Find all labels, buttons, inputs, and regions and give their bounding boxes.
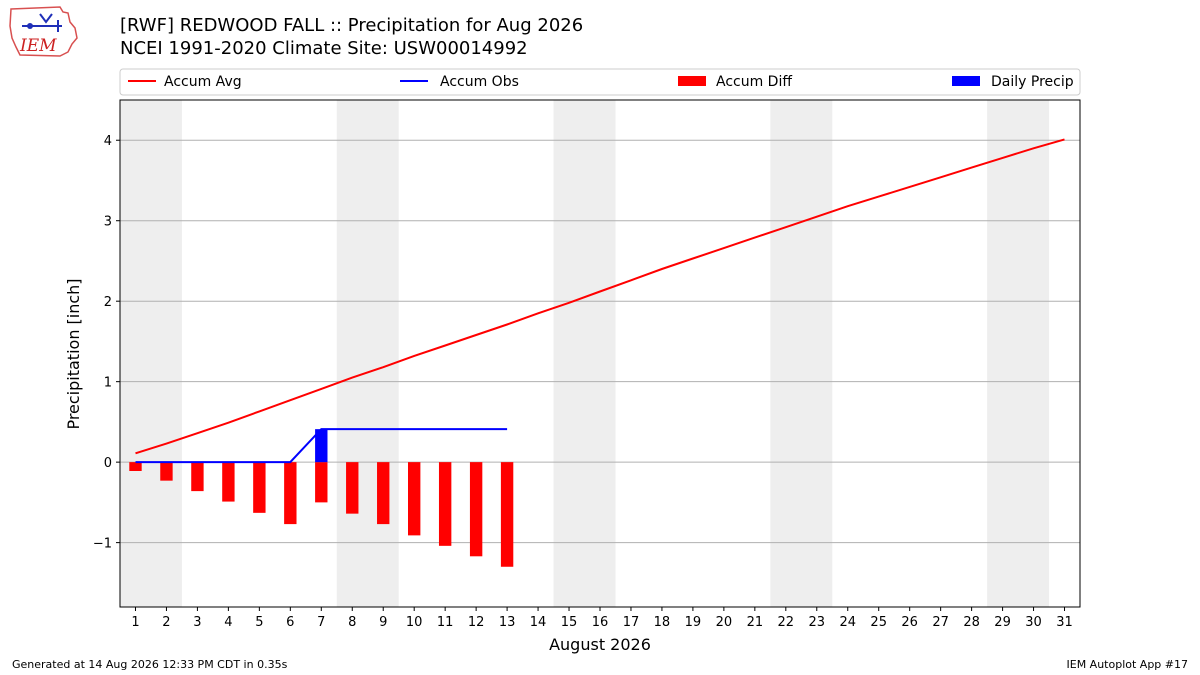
accum-diff-bar [500,462,514,567]
accum-diff-bar [253,462,266,513]
accum-diff-bar [160,462,173,481]
x-tick-label: 7 [317,615,325,630]
legend-item-accum-diff: Accum Diff [678,74,792,90]
x-axis-label: August 2026 [549,635,651,654]
x-tick-label: 5 [255,615,263,630]
x-tick-label: 13 [499,615,516,630]
x-tick-label: 25 [870,615,887,630]
x-tick-label: 10 [406,615,423,630]
x-tick-label: 12 [468,615,485,630]
x-tick-label: 22 [778,615,795,630]
legend: Accum Avg Accum Obs Accum Diff Daily Pre… [119,68,1081,96]
x-tick-label: 24 [839,615,856,630]
weekend-shading [120,100,1050,607]
accum-diff-bar [191,462,204,492]
y-tick-label: 2 [104,295,112,310]
footer-generated: Generated at 14 Aug 2026 12:33 PM CDT in… [12,658,288,671]
legend-swatch-daily-precip [952,76,980,86]
accum-diff-bar [284,462,297,525]
x-tick-label: 23 [809,615,826,630]
y-tick-label: 0 [104,456,112,471]
x-tick-label: 14 [530,615,547,630]
x-tick-label: 9 [379,615,387,630]
y-tick-label: 3 [104,215,112,230]
x-tick-label: 11 [437,615,454,630]
x-tick-label: 6 [286,615,294,630]
x-tick-label: 16 [592,615,609,630]
x-tick-label: 8 [348,615,356,630]
legend-label-accum-avg: Accum Avg [164,74,242,90]
lines [135,138,1065,464]
x-tick-label: 27 [932,615,949,630]
footer-app: IEM Autoplot App #17 [1067,658,1189,671]
weekend-shade-1 [336,100,399,607]
x-axis-ticks: 1 2 3 4 5 6 7 8 9 10 11 12 13 14 15 16 17 18 19 20 21 22 23 24 2… [131,607,1073,630]
chart-subtitle: NCEI 1991-2020 Climate Site: USW00014992 [120,38,528,59]
weekend-shade-3 [770,100,833,607]
legend-item-accum-obs: Accum Obs [400,74,519,90]
accum-diff-bar [469,462,483,557]
x-tick-label: 2 [162,615,170,630]
x-tick-label: 26 [901,615,918,630]
weekend-shade-2 [553,100,616,607]
x-tick-label: 20 [716,615,733,630]
x-tick-label: 3 [193,615,201,630]
legend-label-accum-obs: Accum Obs [440,74,519,90]
x-tick-label: 31 [1056,615,1073,630]
x-tick-label: 17 [623,615,640,630]
y-axis-label: Precipitation [inch] [64,278,83,429]
y-tick-label: 1 [104,376,112,391]
weekend-shade-4 [987,100,1050,607]
x-tick-label: 28 [963,615,980,630]
bars [129,429,514,567]
x-tick-label: 30 [1025,615,1042,630]
legend-swatch-accum-diff [678,76,706,86]
x-tick-label: 19 [685,615,702,630]
x-tick-label: 15 [561,615,578,630]
legend-label-daily-precip: Daily Precip [991,74,1074,90]
y-tick-label: −1 [93,537,112,552]
legend-item-daily-precip: Daily Precip [952,74,1074,90]
iem-logo: IEM [9,6,78,57]
accum-diff-bar [222,462,235,502]
x-tick-label: 18 [654,615,671,630]
logo-text: IEM [19,36,57,56]
x-tick-label: 1 [131,615,139,630]
legend-item-accum-avg: Accum Avg [128,74,242,90]
accum-diff-bar [438,462,452,546]
y-tick-label: 4 [104,134,112,149]
x-tick-label: 21 [747,615,764,630]
legend-frame [119,68,1081,96]
y-axis-ticks: −1 0 1 2 3 4 [93,134,120,552]
accum-diff-bar [315,462,328,503]
x-tick-label: 29 [994,615,1011,630]
accum-avg-line [135,138,1065,455]
chart-title: [RWF] REDWOOD FALL :: Precipitation for … [120,15,583,36]
daily-precip-bar [315,429,328,463]
legend-label-accum-diff: Accum Diff [716,74,792,90]
accum-obs-line [135,428,508,464]
weekend-shade-0 [120,100,182,607]
accum-diff-bar [129,462,142,471]
x-tick-label: 4 [224,615,232,630]
accum-diff-bar [408,462,421,536]
accum-diff-bar [377,462,390,525]
accum-diff-bar [346,462,359,514]
